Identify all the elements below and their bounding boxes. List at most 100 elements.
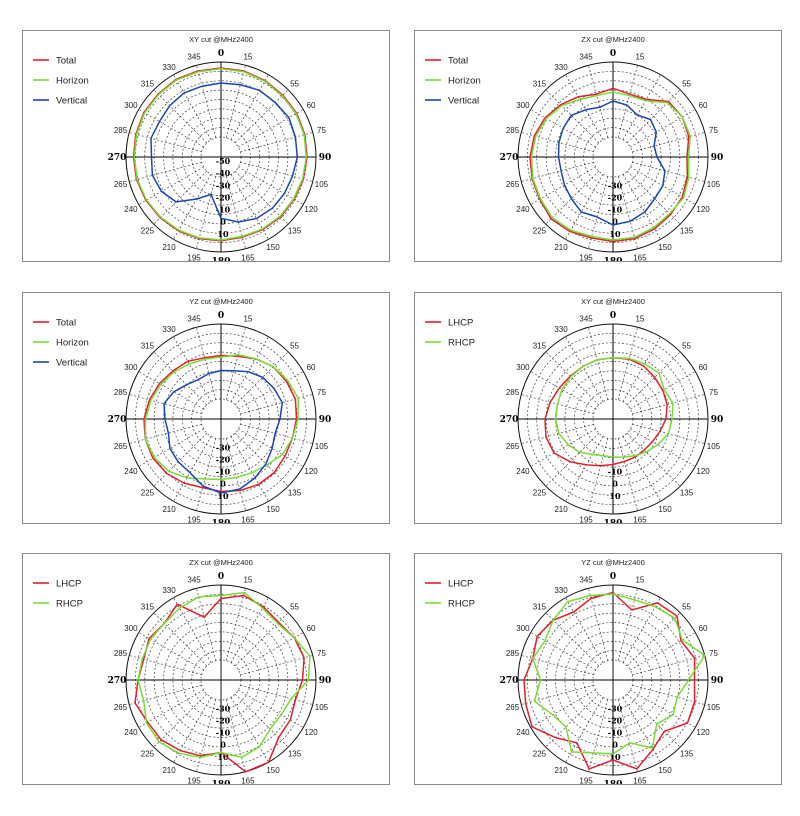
- angle-label: 105: [707, 703, 721, 712]
- grid-spoke: [138, 428, 204, 467]
- angle-label: 225: [533, 489, 547, 498]
- grid-spoke: [565, 697, 604, 763]
- grid-spoke: [230, 74, 269, 140]
- grid-spoke: [530, 689, 596, 728]
- grid-spoke: [622, 697, 661, 763]
- outer-ring: [517, 584, 709, 776]
- outer-ring: [125, 323, 317, 515]
- grid-spoke: [630, 428, 696, 467]
- angle-label: 300: [124, 101, 138, 110]
- grid-spoke: [565, 436, 604, 502]
- angle-label: 120: [304, 467, 318, 476]
- grid-spoke: [153, 693, 208, 748]
- grid-spoke: [530, 428, 596, 467]
- legend-label-total: Total: [56, 318, 76, 329]
- angle-label: 225: [533, 227, 547, 236]
- angle-label: 150: [658, 243, 672, 252]
- outer-ring: [517, 61, 709, 253]
- grid-spoke: [617, 327, 638, 400]
- polar-chart-4: XY cut @MHz2400 0 15 55 60 75 90 105 120 135 150 16…: [425, 297, 723, 523]
- grid-spoke: [622, 74, 661, 140]
- angle-label: 330: [554, 325, 568, 334]
- radial-tick-label: -10: [216, 467, 231, 477]
- grid-spoke: [230, 697, 269, 763]
- angle-label: 285: [114, 388, 128, 397]
- grid-spoke: [521, 132, 594, 153]
- radial-tick-label: 10: [609, 229, 621, 239]
- grid-spoke: [234, 170, 289, 225]
- angle-label: 60: [699, 363, 708, 372]
- grid-spoke: [129, 132, 202, 153]
- radial-tick-label: -50: [216, 156, 231, 166]
- legend-label-total: Total: [56, 56, 76, 67]
- angle-label: 330: [554, 63, 568, 72]
- grid-spoke: [530, 632, 596, 671]
- angle-label: 195: [579, 776, 593, 784]
- angle-label: 240: [516, 467, 530, 476]
- grid-spoke: [530, 166, 596, 205]
- angle-label: 195: [187, 515, 201, 523]
- legend-label-horizon: Horizon: [56, 338, 89, 349]
- radial-tick-label: -20: [608, 192, 623, 202]
- grid-spoke: [138, 371, 204, 410]
- polar-chart-3: YZ cut @MHz2400 0 15 55 60 75 90 105 120 135 150 16…: [33, 297, 331, 523]
- angle-label: 240: [124, 205, 138, 214]
- angle-label: 180: [604, 780, 623, 784]
- radial-tick-label: -40: [216, 168, 231, 178]
- angle-label: 195: [187, 253, 201, 261]
- series-trace-lhcp: [523, 591, 696, 770]
- legend-label-rhcp: RHCP: [448, 338, 475, 349]
- angle-label: 315: [141, 602, 155, 611]
- angle-label: 345: [187, 576, 201, 585]
- grid-spoke: [196, 699, 217, 772]
- angle-label: 55: [682, 602, 691, 611]
- grid-spoke: [240, 423, 313, 444]
- grid-spoke: [617, 588, 638, 661]
- angle-label: 105: [315, 703, 329, 712]
- radial-tick-label: -20: [216, 192, 231, 202]
- grid-spoke: [622, 174, 661, 240]
- angle-label: 270: [500, 153, 519, 163]
- grid-spoke: [630, 109, 696, 148]
- legend-label-lhcp: LHCP: [56, 579, 81, 590]
- grid-spoke: [632, 394, 705, 415]
- radial-tick-label: 10: [217, 752, 229, 762]
- angle-label: 0: [610, 311, 616, 321]
- series-trace-horizon: [133, 68, 308, 241]
- angle-label: 0: [610, 49, 616, 59]
- angle-label: 75: [317, 126, 326, 135]
- polar-chart-panel-5: ZX cut @MHz2400 0 15 55 60 75 90 105 120 135 150 16…: [22, 553, 390, 785]
- angle-label: 150: [266, 766, 280, 775]
- radial-tick-label: -30: [216, 703, 231, 713]
- angle-label: 345: [187, 53, 201, 62]
- legend-label-lhcp: LHCP: [448, 579, 473, 590]
- angle-label: 60: [699, 101, 708, 110]
- angle-label: 150: [658, 505, 672, 514]
- angle-label: 90: [319, 676, 332, 686]
- angle-label: 285: [506, 649, 520, 658]
- angle-label: 315: [533, 341, 547, 350]
- angle-label: 330: [162, 63, 176, 72]
- angle-label: 265: [114, 180, 128, 189]
- series-trace-vertical: [150, 82, 299, 223]
- angle-label: 180: [604, 257, 623, 261]
- grid-spoke: [617, 176, 638, 249]
- angle-label: 180: [212, 257, 231, 261]
- angle-label: 345: [579, 315, 593, 324]
- angle-label: 165: [241, 515, 255, 523]
- angle-label: 55: [290, 602, 299, 611]
- angle-label: 270: [500, 676, 519, 686]
- angle-label: 210: [162, 766, 176, 775]
- series-trace-rhcp: [532, 593, 706, 755]
- grid-spoke: [196, 65, 217, 138]
- grid-spoke: [129, 394, 202, 415]
- radial-tick-label: -20: [608, 715, 623, 725]
- grid-spoke: [196, 588, 217, 661]
- grid-spoke: [153, 432, 208, 487]
- grid-spoke: [530, 371, 596, 410]
- radial-tick-label: 0: [220, 740, 226, 750]
- angle-label: 15: [635, 315, 644, 324]
- grid-spoke: [129, 684, 202, 705]
- angle-label: 105: [315, 442, 329, 451]
- angle-label: 135: [680, 750, 694, 759]
